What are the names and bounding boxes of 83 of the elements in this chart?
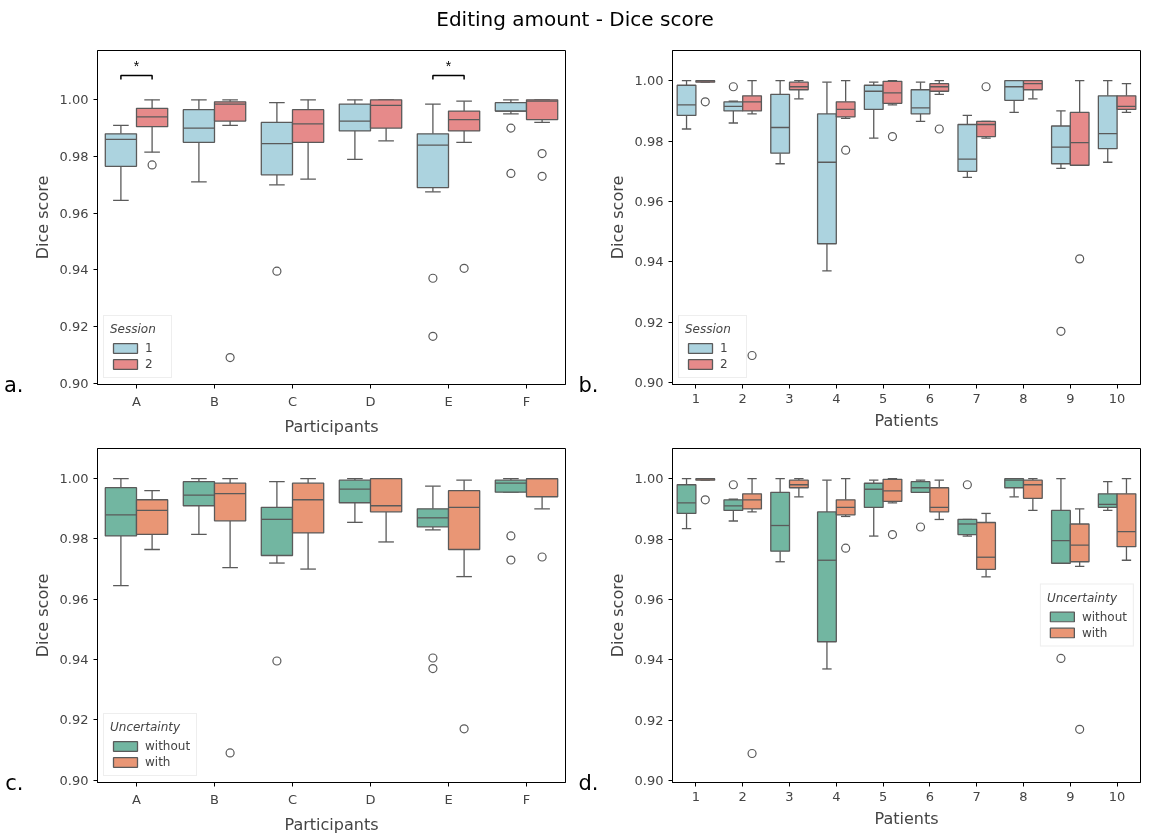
text: d. [578, 770, 599, 795]
x-tick-label: 9 [1066, 390, 1075, 406]
x-axis-title: Participants [284, 814, 379, 834]
x-tick-label: A [132, 393, 142, 409]
legend-label: 2 [145, 357, 154, 371]
x-tick-label: 4 [832, 390, 841, 406]
legend-label: 1 [145, 341, 154, 355]
y-tick-label: 0.98 [634, 531, 664, 547]
y-tick-label: 0.94 [59, 652, 89, 668]
y-axis-title: Dice score [32, 573, 52, 658]
y-tick-label: 0.98 [59, 531, 89, 547]
legend-title: Session [110, 322, 157, 336]
legend-label: with [1081, 625, 1108, 640]
y-tick-label: 0.96 [59, 591, 89, 607]
x-tick-label: 2 [738, 788, 747, 804]
annotation: * [445, 58, 452, 75]
x-tick-label: 5 [878, 390, 888, 406]
y-tick-label: 0.98 [634, 133, 664, 149]
y-tick-label: 0.94 [59, 262, 89, 278]
x-tick-label: 4 [832, 788, 841, 804]
annotation: * [133, 58, 140, 75]
x-tick-label: 5 [878, 788, 888, 804]
x-tick-label: A [132, 791, 142, 807]
x-tick-label: 6 [925, 788, 935, 804]
y-tick-label: 1.00 [634, 471, 664, 487]
x-tick-label: C [287, 791, 298, 807]
y-tick-label: 0.92 [634, 314, 664, 330]
x-tick-label: E [444, 393, 453, 409]
y-tick-label: 0.94 [634, 652, 664, 668]
text: a. [3, 372, 24, 397]
x-tick-label: E [444, 791, 453, 807]
x-tick-label: 8 [1019, 788, 1028, 804]
y-tick-label: 0.92 [59, 712, 89, 728]
x-tick-label: D [365, 791, 376, 807]
y-axis-title: Dice score [607, 175, 627, 260]
y-tick-label: 0.92 [634, 712, 664, 728]
x-tick-label: D [365, 393, 376, 409]
x-axis-title: Patients [874, 410, 939, 430]
legend-title: Uncertainty [1046, 590, 1118, 605]
y-tick-label: 0.92 [59, 318, 89, 334]
y-tick-label: 0.96 [634, 591, 664, 607]
x-tick-label: C [287, 393, 298, 409]
legend-title: Uncertainty [110, 720, 182, 734]
y-tick-label: 0.90 [634, 375, 664, 391]
y-tick-label: 1.00 [634, 73, 664, 89]
x-tick-label: 7 [972, 390, 981, 406]
legend-label: 2 [720, 357, 729, 371]
legend-title: Session [685, 322, 732, 336]
legend-label: with [145, 755, 171, 769]
legend-label: without [1081, 609, 1127, 624]
y-tick-label: 0.96 [634, 193, 664, 209]
x-tick-label: 6 [925, 390, 935, 406]
text: b. [578, 372, 599, 397]
y-tick-label: 1.00 [59, 92, 89, 108]
legend-label: 1 [720, 341, 729, 355]
x-tick-label: 7 [972, 788, 981, 804]
y-tick-label: 0.90 [634, 773, 664, 789]
x-tick-label: 3 [785, 390, 794, 406]
x-tick-label: 1 [691, 390, 701, 406]
y-tick-label: 1.00 [59, 471, 89, 487]
y-tick-label: 0.90 [59, 375, 89, 391]
x-tick-label: 3 [785, 788, 794, 804]
x-tick-label: 1 [691, 788, 701, 804]
y-axis-title: Dice score [32, 175, 52, 260]
text: c. [5, 770, 24, 795]
x-tick-label: F [522, 791, 531, 807]
x-axis-title: Patients [874, 808, 939, 828]
x-tick-label: 8 [1019, 390, 1028, 406]
chart-title: Editing amount - Dice score [436, 6, 714, 33]
y-tick-label: 0.98 [59, 148, 89, 164]
y-tick-label: 0.96 [59, 205, 89, 221]
x-tick-label: B [210, 393, 219, 409]
x-tick-label: B [210, 791, 219, 807]
x-axis-title: Participants [284, 416, 379, 436]
x-tick-label: 10 [1108, 390, 1126, 406]
x-tick-label: F [522, 393, 531, 409]
legend-label: without [145, 739, 191, 753]
y-tick-label: 0.94 [634, 254, 664, 270]
x-tick-label: 10 [1108, 788, 1126, 804]
x-tick-label: 2 [738, 390, 747, 406]
x-tick-label: 9 [1066, 788, 1075, 804]
y-tick-label: 0.90 [59, 772, 89, 788]
y-axis-title: Dice score [607, 573, 627, 658]
